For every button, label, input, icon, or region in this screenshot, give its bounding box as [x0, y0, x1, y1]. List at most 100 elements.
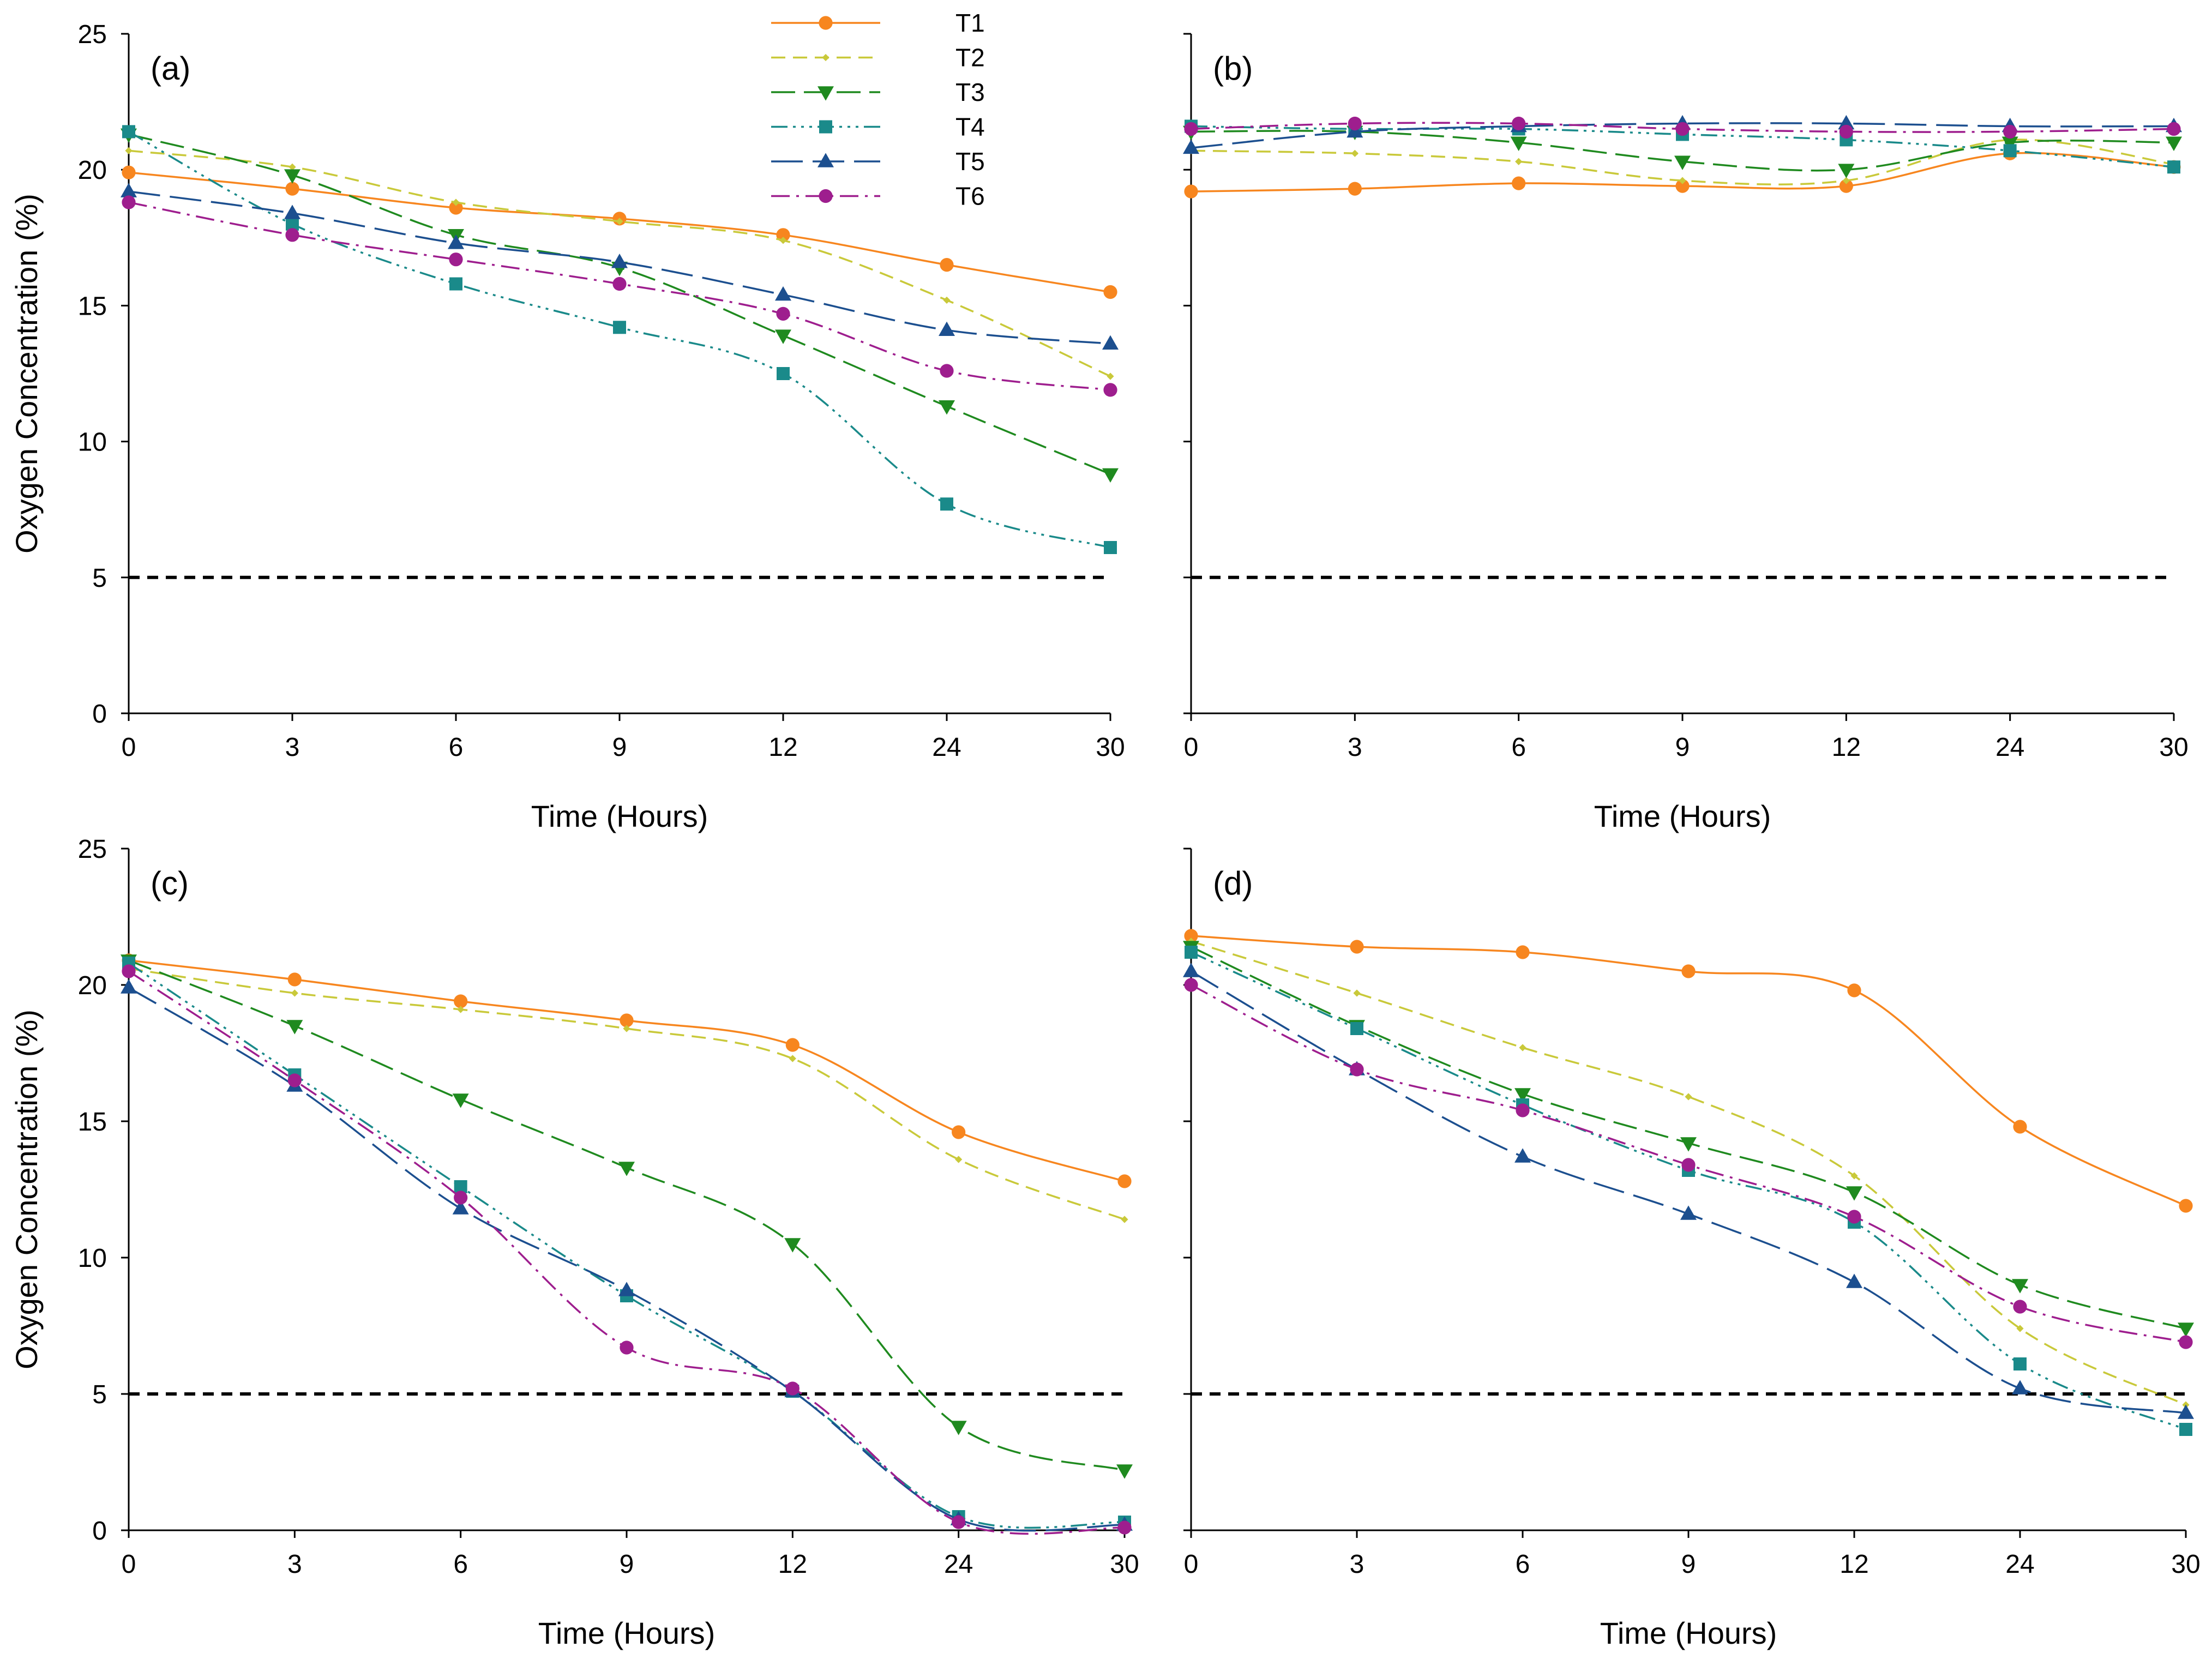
data-point [121, 183, 137, 197]
data-point [2016, 1325, 2024, 1332]
data-point [284, 205, 300, 219]
x-tick-label: 0 [1184, 1550, 1199, 1579]
data-point [623, 1025, 630, 1032]
series-line [128, 962, 1125, 1529]
data-point [452, 1093, 469, 1108]
x-tick-label: 6 [1511, 733, 1526, 762]
legend-item-T5: T5 [771, 147, 985, 176]
data-point [2013, 1357, 2027, 1371]
legend-marker [818, 153, 834, 167]
data-point [1185, 946, 1198, 959]
series-line [128, 970, 1125, 1535]
panel-b: 0 3 6 9 12 24 30 (b) Time (Hours) [1183, 33, 2189, 833]
data-point [618, 1282, 635, 1296]
panel-title: (a) [151, 50, 190, 87]
series-line [128, 959, 1125, 1182]
data-point [952, 1515, 966, 1529]
data-point [1685, 1093, 1692, 1101]
x-tick-label: 30 [1096, 733, 1125, 762]
series-T6 [122, 195, 1117, 397]
data-point [449, 201, 463, 215]
y-tick-label: 20 [78, 971, 107, 1000]
data-point [2179, 1335, 2193, 1349]
data-point [1183, 963, 1199, 977]
x-axis-label: Time (Hours) [538, 1616, 716, 1650]
data-point [1102, 468, 1119, 483]
data-point [1350, 1022, 1363, 1035]
data-point [1350, 940, 1364, 954]
series-line [128, 967, 1125, 1221]
series-T1 [1184, 146, 2181, 199]
y-tick-label: 15 [78, 1108, 107, 1137]
y-tick-label: 0 [92, 700, 107, 729]
panel-d: 0 3 6 9 12 24 30 (d) Time (Hours) [1183, 847, 2201, 1650]
data-point [286, 1020, 303, 1035]
data-point [1515, 158, 1523, 165]
data-point [2013, 1300, 2027, 1314]
y-tick-label: 20 [78, 156, 107, 185]
y-tick-label: 10 [78, 1244, 107, 1273]
data-point [1839, 179, 1853, 193]
panel-title: (d) [1213, 865, 1253, 901]
data-point [2167, 160, 2180, 174]
data-point [1184, 122, 1198, 136]
series-T6 [1184, 116, 2181, 139]
data-point [1839, 124, 1853, 139]
legend-label: T2 [955, 44, 985, 72]
data-point [952, 1125, 966, 1139]
legend-marker [822, 53, 830, 62]
data-point [1107, 372, 1114, 380]
data-point [2001, 136, 2018, 151]
x-tick-label: 12 [1840, 1550, 1868, 1579]
data-point [288, 163, 296, 171]
data-point [285, 228, 299, 242]
x-tick-label: 6 [1516, 1550, 1530, 1579]
legend-label: T3 [955, 78, 985, 106]
legend-marker [818, 86, 834, 101]
data-point [1847, 983, 1861, 997]
data-point [2012, 1380, 2028, 1394]
data-point [2167, 122, 2181, 136]
series-T2 [125, 147, 1114, 380]
data-point [1103, 285, 1117, 299]
data-point [1850, 1172, 1858, 1180]
data-point [452, 1200, 469, 1215]
data-point [2012, 1279, 2028, 1294]
data-point [449, 277, 462, 291]
legend-label: T6 [955, 182, 985, 211]
data-point [122, 165, 136, 179]
data-point [1838, 164, 1855, 178]
data-point [2179, 1199, 2193, 1213]
data-point [943, 296, 951, 304]
data-point [1842, 177, 1850, 184]
data-point [776, 306, 790, 321]
data-point [1681, 1158, 1696, 1172]
data-point [291, 989, 298, 997]
data-point [1117, 1174, 1132, 1188]
data-point [1183, 139, 1199, 154]
x-tick-label: 30 [1110, 1550, 1139, 1579]
data-point [1680, 1205, 1697, 1220]
x-tick-label: 9 [612, 733, 627, 762]
y-tick-label: 5 [92, 1380, 107, 1409]
data-point [2003, 144, 2017, 158]
x-tick-label: 6 [449, 733, 464, 762]
data-point [1514, 1148, 1531, 1163]
data-point [1675, 179, 1690, 193]
y-tick-label: 5 [92, 564, 107, 593]
legend-item-T1: T1 [771, 9, 985, 37]
data-point [1104, 540, 1117, 554]
data-point [775, 329, 791, 344]
x-tick-label: 30 [2159, 733, 2188, 762]
x-tick-label: 24 [944, 1550, 973, 1579]
series-T6 [122, 964, 1132, 1535]
data-point [620, 1013, 634, 1027]
legend-item-T2: T2 [771, 44, 985, 72]
x-tick-label: 24 [932, 733, 961, 762]
series-T5 [121, 979, 1133, 1532]
data-point [1184, 978, 1198, 992]
legend-item-T4: T4 [771, 113, 985, 141]
data-point [784, 1238, 801, 1253]
y-tick-label: 25 [78, 835, 107, 864]
